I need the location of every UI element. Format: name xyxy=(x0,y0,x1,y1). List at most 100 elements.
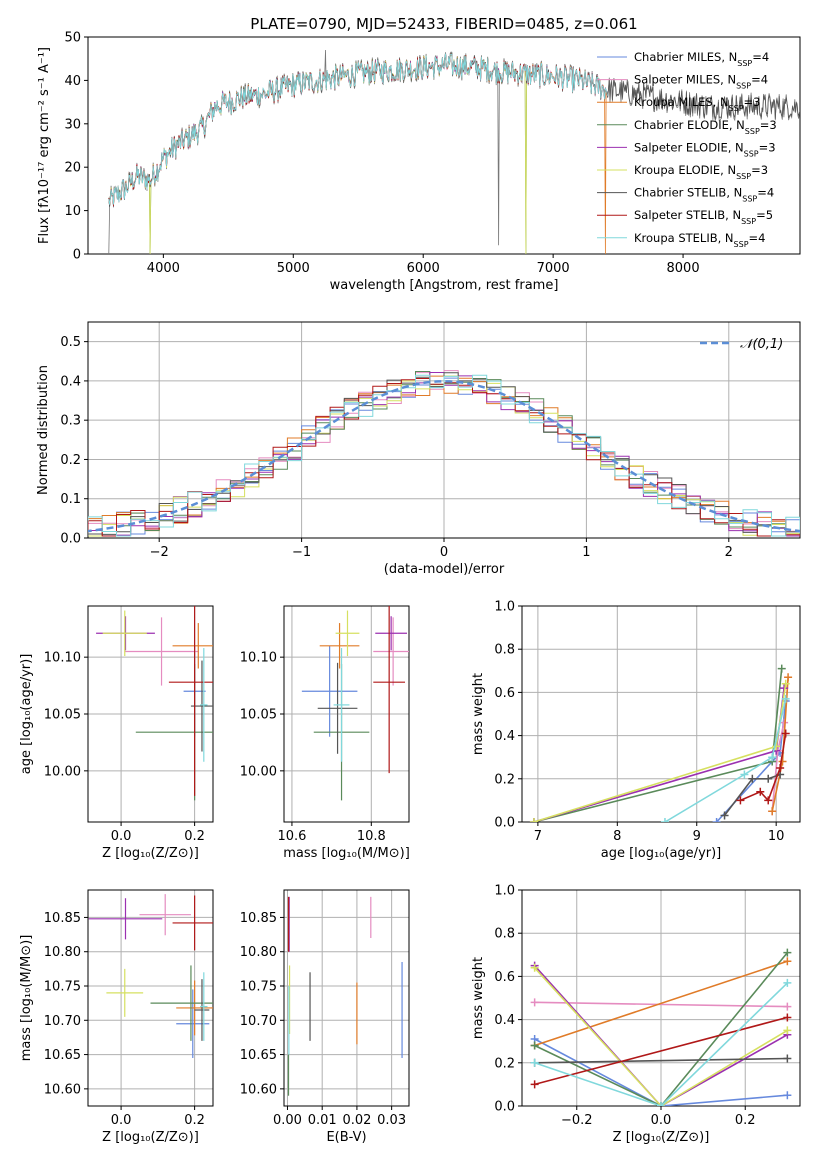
mass_vs_EBV-ytick-label: 10.80 xyxy=(240,945,277,960)
mass_vs_Z-ytick-label: 10.80 xyxy=(44,945,81,960)
legend-entry-label: Salpeter MILES, N xyxy=(634,73,736,87)
mass_vs_EBV-ytick-label: 10.70 xyxy=(240,1014,277,1029)
age_vs_mass-xlabel: mass [log₁₀(M/M⊙)] xyxy=(283,846,410,861)
mass-weight-line xyxy=(534,1001,788,1008)
weight_vs_age-xtick-label: 9 xyxy=(693,829,701,844)
residuals-ytick-label: 0.0 xyxy=(60,532,81,547)
legend-entry-subscript: SSP xyxy=(736,81,751,90)
age_vs_Z-xlabel: Z [log₁₀(Z/Z⊙)] xyxy=(102,846,199,861)
mass-weight-marker xyxy=(781,694,790,703)
weight_vs_Z-ytick-label: 0.0 xyxy=(494,1100,515,1115)
mass-weight-marker xyxy=(783,1091,792,1100)
residuals-ytick-label: 0.2 xyxy=(60,453,81,468)
mass-weight-marker xyxy=(783,1026,792,1035)
legend-entry-subscript: SSP xyxy=(742,194,757,203)
mass-weight-marker xyxy=(776,764,785,772)
legend-entry: Chabrier MILES, NSSP=4 xyxy=(634,50,769,68)
weight_vs_age-xtick-label: 8 xyxy=(613,829,621,844)
spectrum-ytick-label: 20 xyxy=(64,161,81,176)
spectrum-xlabel: wavelength [Angstrom, rest frame] xyxy=(330,278,559,293)
weight_vs_Z-xtick-label: 0.0 xyxy=(651,1113,672,1128)
weight_vs_age-ytick-label: 0.4 xyxy=(494,729,515,744)
legend-entry-subscript: SSP xyxy=(734,239,749,248)
legend-entry-subscript: SSP xyxy=(737,59,752,68)
weight_vs_age-xtick-label: 7 xyxy=(534,829,542,844)
weight_vs_Z-ytick-label: 0.2 xyxy=(494,1056,515,1071)
weight_vs_age-xtick-label: 10 xyxy=(768,829,785,844)
spectrum-model-line xyxy=(108,53,609,205)
legend-entry: Salpeter ELODIE, NSSP=3 xyxy=(634,140,776,158)
mass-weight-marker xyxy=(783,1013,792,1022)
legend-entry: Salpeter STELIB, NSSP=5 xyxy=(634,208,773,226)
mass-weight-marker xyxy=(768,807,777,816)
spectrum-axes: 4000 5000 6000 7000 8000 0 10 20 30 40 50 wavelengt… xyxy=(37,31,801,293)
weight_vs_Z-ylabel: mass weight xyxy=(471,957,486,1039)
age_vs_mass-plot-area xyxy=(301,606,409,801)
mass-weight-marker xyxy=(740,770,749,779)
mass-weight-line xyxy=(534,952,789,1106)
spectrum-ytick-label: 10 xyxy=(64,204,81,219)
mass_vs_EBV-axes: 0.00 0.01 0.02 0.03 10.60 10.65 10.70 10.75 10.8… xyxy=(240,889,410,1145)
spectrum-xtick-label: 8000 xyxy=(667,261,700,276)
mass_vs_EBV-xtick-label: 0.01 xyxy=(308,1113,337,1128)
mass_vs_Z-xtick-label: 0.0 xyxy=(111,1113,132,1128)
legend-entry-subscript: SSP xyxy=(736,172,751,181)
legend-entry-label: Kroupa ELODIE, N xyxy=(634,163,736,177)
mass_vs_EBV-xtick-label: 0.02 xyxy=(342,1113,371,1128)
weight_vs_age-ytick-label: 0.2 xyxy=(494,772,515,787)
residuals-ylabel: Normed distribution xyxy=(36,365,51,495)
mass_vs_Z-ytick-label: 10.75 xyxy=(44,980,81,995)
age_vs_Z-ytick-label: 10.00 xyxy=(44,764,81,779)
age_vs_Z-ytick-label: 10.05 xyxy=(44,708,81,723)
legend-entry-suffix: =3 xyxy=(759,140,776,154)
mass-weight-marker xyxy=(736,796,745,805)
legend-entry-suffix: =4 xyxy=(757,186,774,200)
mass-weight-marker xyxy=(712,818,721,822)
mass_vs_EBV-ytick-label: 10.65 xyxy=(240,1048,277,1063)
mass-weight-marker xyxy=(720,811,729,820)
mass_vs_EBV-ytick-label: 10.75 xyxy=(240,980,277,995)
spectrum-frame xyxy=(87,36,801,255)
mass-weight-marker xyxy=(764,796,773,805)
mass-weight-marker xyxy=(783,1002,792,1011)
spectrum-xtick-label: 7000 xyxy=(537,261,570,276)
spectrum-xtick-label: 6000 xyxy=(407,261,440,276)
residuals-xtick-label: 1 xyxy=(582,545,590,560)
age_vs_Z-ylabel: age [log₁₀(age/yr)] xyxy=(19,654,34,775)
legend-entry-suffix: =3 xyxy=(751,163,768,177)
age_vs_mass-ytick-label: 10.10 xyxy=(240,651,277,666)
spectrum-xtick-label: 5000 xyxy=(277,261,310,276)
legend-entry-subscript: SSP xyxy=(745,126,760,135)
residuals-xtick-label: 2 xyxy=(725,545,733,560)
legend-entry-suffix: =5 xyxy=(756,208,773,222)
spectrum-xtick-label: 4000 xyxy=(147,261,180,276)
legend-entry-label: Salpeter ELODIE, N xyxy=(634,140,744,154)
mass-weight-marker xyxy=(529,818,538,822)
mass-weight-marker xyxy=(657,1102,665,1106)
legend-entry: Chabrier STELIB, NSSP=4 xyxy=(634,186,774,204)
age_vs_Z-xtick-label: 0.2 xyxy=(184,829,205,844)
normal-curve xyxy=(88,380,800,533)
spectrum-plot-area xyxy=(108,49,800,254)
residuals-xtick-label: 0 xyxy=(440,545,448,560)
age_vs_mass-ytick-label: 10.05 xyxy=(240,708,277,723)
residuals-ytick-label: 0.1 xyxy=(60,492,81,507)
mass_vs_Z-ytick-label: 10.65 xyxy=(44,1048,81,1063)
residuals-plot-area xyxy=(88,370,800,537)
mass_vs_EBV-xtick-label: 0.03 xyxy=(377,1113,406,1128)
weight_vs_Z-ytick-label: 0.8 xyxy=(494,927,515,942)
mass_vs_Z-xtick-label: 0.2 xyxy=(184,1113,205,1128)
legend-entry: Salpeter MILES, NSSP=4 xyxy=(634,73,768,91)
mass-weight-line xyxy=(664,698,787,822)
mass-weight-marker xyxy=(772,742,781,751)
weight_vs_Z-xlabel: Z [log₁₀(Z/Z⊙)] xyxy=(613,1130,710,1145)
age_vs_Z-xtick-label: 0.0 xyxy=(111,829,132,844)
residuals-legend: 𝒩(0,1) xyxy=(700,337,783,352)
legend-entry-subscript: SSP xyxy=(741,217,756,226)
mass_vs_Z-axes: 0.0 0.2 10.60 10.65 10.70 10.75 10.80 10.85 Z [l… xyxy=(19,889,214,1145)
age_vs_Z-axes: 0.0 0.2 10.00 10.05 10.10 Z [log₁₀(Z/Z⊙)] age … xyxy=(19,605,214,861)
spectrum-ytick-label: 40 xyxy=(64,74,81,89)
mass-weight-line xyxy=(723,773,781,816)
mass_vs_EBV-xtick-label: 0.00 xyxy=(273,1113,302,1128)
